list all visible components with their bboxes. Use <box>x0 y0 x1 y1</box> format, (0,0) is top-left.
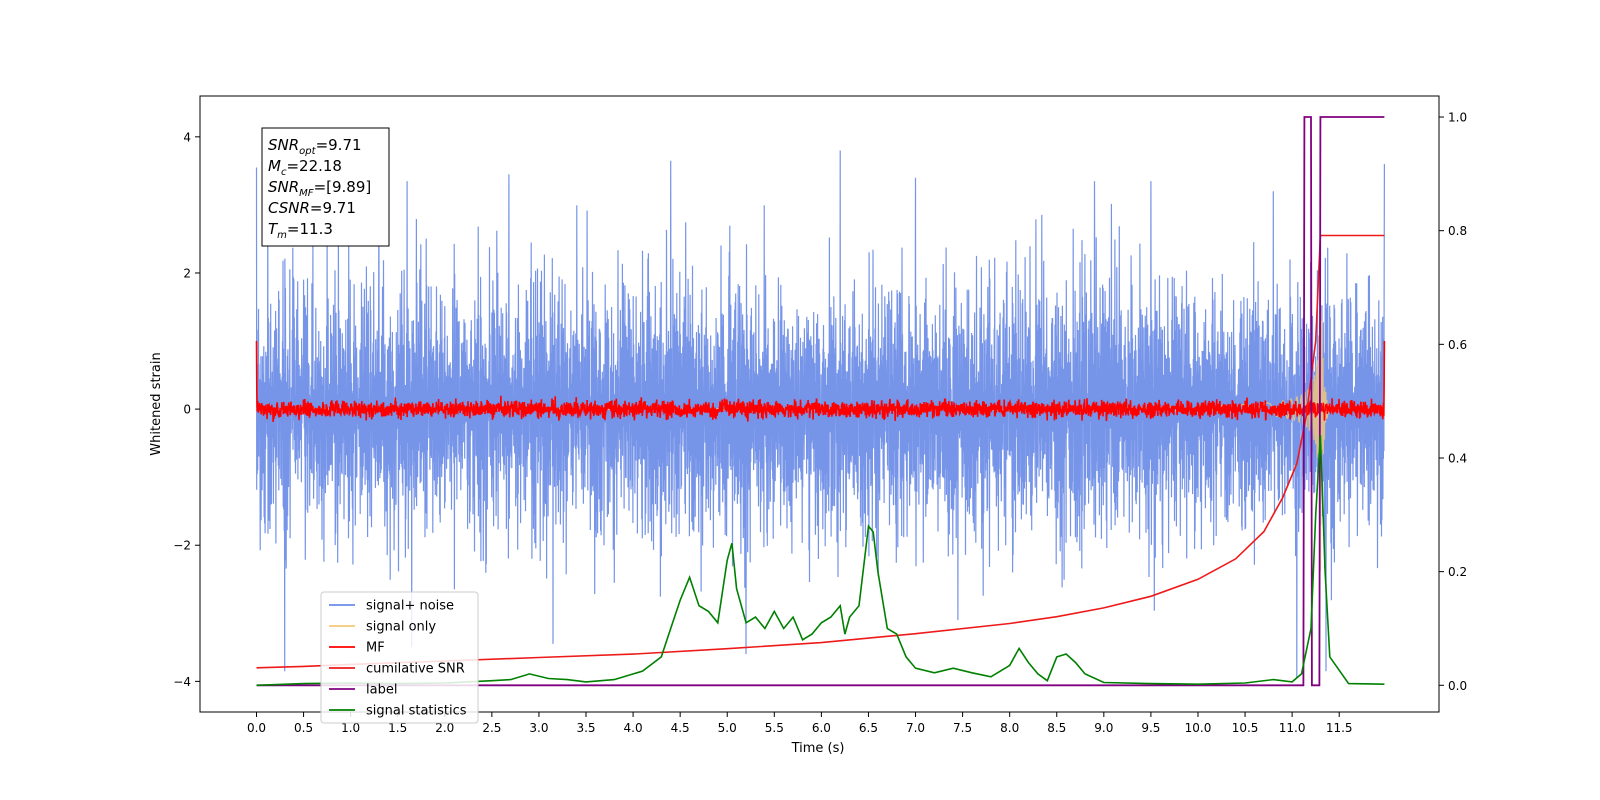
x-tick-label: 7.5 <box>953 721 972 735</box>
y2-tick-label: 0.8 <box>1448 224 1467 238</box>
x-tick-label: 11.0 <box>1279 721 1306 735</box>
plot-frame <box>199 95 1440 713</box>
annotation-line: Tm=11.3 <box>268 220 333 241</box>
y-axis-right: 0.0 0.2 0.4 0.6 0.8 1.0 <box>1439 111 1467 693</box>
y-tick-label: 4 <box>183 130 191 144</box>
legend: signal+ noise signal only MF cumilative SNR… <box>320 591 479 724</box>
y-axis-label: Whitened strain <box>149 352 164 455</box>
x-tick-label: 0.5 <box>294 721 313 735</box>
y2-tick-label: 0.0 <box>1448 679 1467 693</box>
series-cumilative-snr <box>256 234 1385 669</box>
x-tick-label: 8.5 <box>1047 721 1066 735</box>
x-axis: 0.0 0.5 1.0 1.5 2.0 2.5 3.0 3.5 4.0 4.5 5.0 5.5 6.0 6… <box>247 712 1353 735</box>
x-tick-label: 7.0 <box>906 721 925 735</box>
x-tick-label: 6.5 <box>859 721 878 735</box>
series-mf <box>255 340 1386 423</box>
legend-label: MF <box>366 641 385 656</box>
annotation-line: SNRopt=9.71 <box>268 136 362 157</box>
y-tick-label: 0 <box>183 403 191 417</box>
x-tick-label: 0.0 <box>247 721 266 735</box>
annotation-line: SNRMF=[9.89] <box>268 178 371 199</box>
annotation-symbol: M <box>268 157 281 175</box>
annotation-symbol: SNR <box>268 136 299 154</box>
x-tick-label: 4.0 <box>624 721 643 735</box>
series-signal-noise <box>255 150 1385 679</box>
x-tick-label: 9.5 <box>1141 721 1160 735</box>
x-tick-label: 9.0 <box>1094 721 1113 735</box>
legend-label: signal statistics <box>366 704 467 719</box>
x-axis-label: Time (s) <box>791 741 845 756</box>
annotation-line: Mc=22.18 <box>268 157 342 178</box>
annotation-box: SNRopt=9.71Mc=22.18SNRMF=[9.89]CSNR=9.71… <box>261 127 390 247</box>
annotation-frame <box>261 127 390 247</box>
data-layer <box>255 116 1386 687</box>
x-tick-label: 5.5 <box>765 721 784 735</box>
annotation-value: =9.71 <box>316 136 362 154</box>
annotation-symbol: SNR <box>268 178 299 196</box>
y2-tick-label: 0.2 <box>1448 565 1467 579</box>
annotation-subscript: m <box>277 230 287 241</box>
x-tick-label: 6.0 <box>812 721 831 735</box>
y-tick-label: −2 <box>173 539 191 553</box>
x-tick-label: 10.0 <box>1185 721 1212 735</box>
y-tick-label: −4 <box>173 675 191 689</box>
x-tick-label: 8.0 <box>1000 721 1019 735</box>
x-tick-label: 2.5 <box>482 721 501 735</box>
annotation-symbol: CSNR <box>268 199 310 217</box>
legend-label: signal+ noise <box>366 599 454 614</box>
annotation-subscript: c <box>281 167 287 178</box>
annotation-subscript: MF <box>299 188 314 199</box>
legend-label: cumilative SNR <box>366 662 465 677</box>
x-tick-label: 3.0 <box>529 721 548 735</box>
annotation-line: CSNR=9.71 <box>268 199 356 217</box>
legend-frame <box>320 591 479 724</box>
x-tick-label: 10.5 <box>1232 721 1259 735</box>
x-tick-label: 3.5 <box>576 721 595 735</box>
x-tick-label: 1.5 <box>388 721 407 735</box>
annotation-subscript: opt <box>299 146 316 157</box>
y-tick-label: 2 <box>183 266 191 280</box>
y2-tick-label: 0.4 <box>1448 451 1467 465</box>
x-tick-label: 1.0 <box>341 721 360 735</box>
x-tick-label: 5.0 <box>718 721 737 735</box>
series-label <box>256 116 1385 687</box>
annotation-value: =11.3 <box>287 220 333 238</box>
y-axis-left: −4 −2 0 2 4 <box>173 130 200 689</box>
legend-label: signal only <box>366 620 436 635</box>
y2-tick-label: 1.0 <box>1448 111 1467 125</box>
legend-label: label <box>366 683 397 698</box>
x-tick-label: 4.5 <box>671 721 690 735</box>
x-tick-label: 2.0 <box>435 721 454 735</box>
annotation-value: =[9.89] <box>314 178 372 196</box>
series-signal-statistics <box>256 435 1385 687</box>
annotation-symbol: T <box>268 220 279 238</box>
annotation-value: =9.71 <box>310 199 356 217</box>
annotation-value: =22.18 <box>286 157 342 175</box>
x-tick-label: 11.5 <box>1326 721 1353 735</box>
y2-tick-label: 0.6 <box>1448 338 1467 352</box>
